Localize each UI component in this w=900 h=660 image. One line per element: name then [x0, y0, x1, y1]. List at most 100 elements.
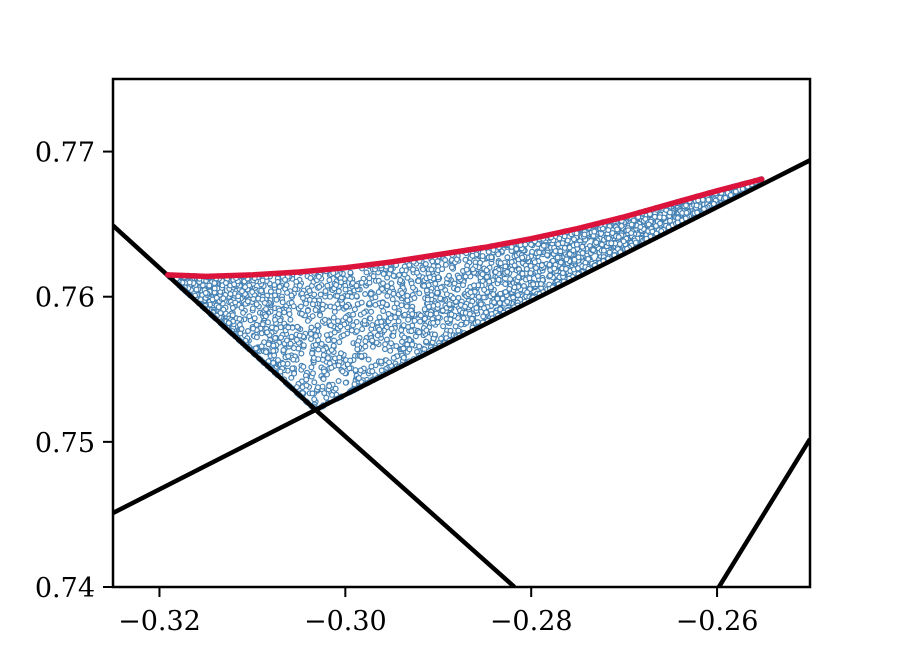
feasible-point — [426, 274, 433, 281]
feasible-point — [347, 275, 354, 282]
feasible-point — [335, 378, 342, 385]
feasible-point — [330, 342, 337, 349]
feasible-point — [296, 332, 303, 339]
feasible-point — [358, 353, 365, 360]
feasible-point — [319, 383, 326, 390]
feasible-point — [279, 299, 286, 306]
feasible-point — [417, 312, 424, 319]
feasible-point — [404, 297, 411, 304]
feasible-point — [242, 284, 249, 291]
upper-boundary-curve — [165, 176, 765, 280]
feasible-point — [434, 301, 441, 308]
feasible-point — [497, 260, 504, 267]
feasible-point — [581, 231, 588, 238]
feasible-point — [531, 259, 538, 266]
feasible-point — [332, 385, 339, 392]
feasible-point — [259, 277, 266, 284]
feasible-point — [227, 291, 234, 298]
feasible-point — [511, 262, 518, 269]
feasible-point — [286, 311, 293, 318]
y-tick-label: 0.76 — [35, 283, 95, 314]
feasible-point — [296, 282, 303, 289]
feasible-point — [488, 254, 495, 261]
feasible-point — [410, 266, 417, 273]
feasible-point — [395, 318, 402, 325]
feasible-point — [340, 332, 347, 339]
feasible-point — [302, 300, 309, 307]
feasible-point — [421, 282, 428, 289]
feasible-point — [438, 335, 445, 342]
feasible-point — [398, 327, 405, 334]
feasible-point — [502, 281, 509, 288]
feasible-point — [399, 267, 406, 274]
feasible-point — [585, 255, 592, 262]
feasible-point — [463, 266, 470, 273]
feasible-point — [556, 235, 563, 242]
feasible-point — [497, 290, 504, 297]
feasible-point — [494, 295, 501, 302]
feasible-point — [566, 251, 573, 258]
feasible-point — [510, 294, 517, 301]
feasible-point — [193, 286, 200, 293]
feasible-point — [308, 324, 315, 331]
feasible-point — [637, 224, 644, 231]
feasible-point — [369, 337, 376, 344]
feasible-point — [415, 278, 422, 285]
feasible-point — [357, 367, 364, 374]
feasible-point — [453, 256, 460, 263]
feasible-point — [562, 265, 569, 272]
feasible-point — [462, 256, 469, 263]
feasible-point — [561, 244, 568, 251]
feasible-point — [570, 236, 577, 243]
feasible-point — [333, 281, 340, 288]
feasible-point — [246, 313, 253, 320]
feasible-point — [359, 326, 366, 333]
feasible-point — [414, 269, 421, 276]
feasible-point — [469, 266, 476, 273]
feasible-point — [318, 340, 325, 347]
feasible-point — [320, 347, 327, 354]
feasible-point — [450, 295, 457, 302]
feasible-point — [642, 216, 649, 223]
feasible-point — [342, 379, 349, 386]
feasible-point — [439, 307, 446, 314]
feasible-point — [321, 368, 328, 375]
feasible-point — [495, 251, 502, 258]
feasible-point — [411, 317, 418, 324]
feasible-point — [422, 261, 429, 268]
feasible-point — [267, 288, 274, 295]
feasible-point — [384, 293, 391, 300]
feasible-point — [446, 272, 453, 279]
feasible-point — [446, 301, 453, 308]
y-tick-label: 0.75 — [35, 428, 95, 459]
feasible-point — [559, 270, 566, 277]
feasible-point — [428, 292, 435, 299]
feasible-point — [473, 304, 480, 311]
feasible-point — [211, 285, 218, 292]
feasible-point — [523, 266, 530, 273]
feasible-point — [442, 261, 449, 268]
feasible-point — [608, 240, 615, 247]
feasible-point — [416, 343, 423, 350]
feasible-point — [467, 289, 474, 296]
feasible-point — [431, 331, 438, 338]
feasible-point — [462, 303, 469, 310]
plot-frame — [111, 77, 812, 589]
feasible-point — [353, 328, 360, 335]
feasible-point — [564, 237, 571, 244]
feasible-point — [306, 287, 313, 294]
feasible-point — [409, 341, 416, 348]
feasible-point — [549, 257, 556, 264]
feasible-point — [265, 341, 272, 348]
feasible-point — [323, 332, 330, 339]
feasible-point — [506, 285, 513, 292]
feasible-point — [353, 282, 360, 289]
feasible-point — [290, 303, 297, 310]
feasible-point — [408, 328, 415, 335]
feasible-point — [253, 334, 260, 341]
feasible-point — [358, 299, 365, 306]
feasible-point — [327, 293, 334, 300]
feasible-point — [307, 330, 314, 337]
feasible-point — [346, 316, 353, 323]
